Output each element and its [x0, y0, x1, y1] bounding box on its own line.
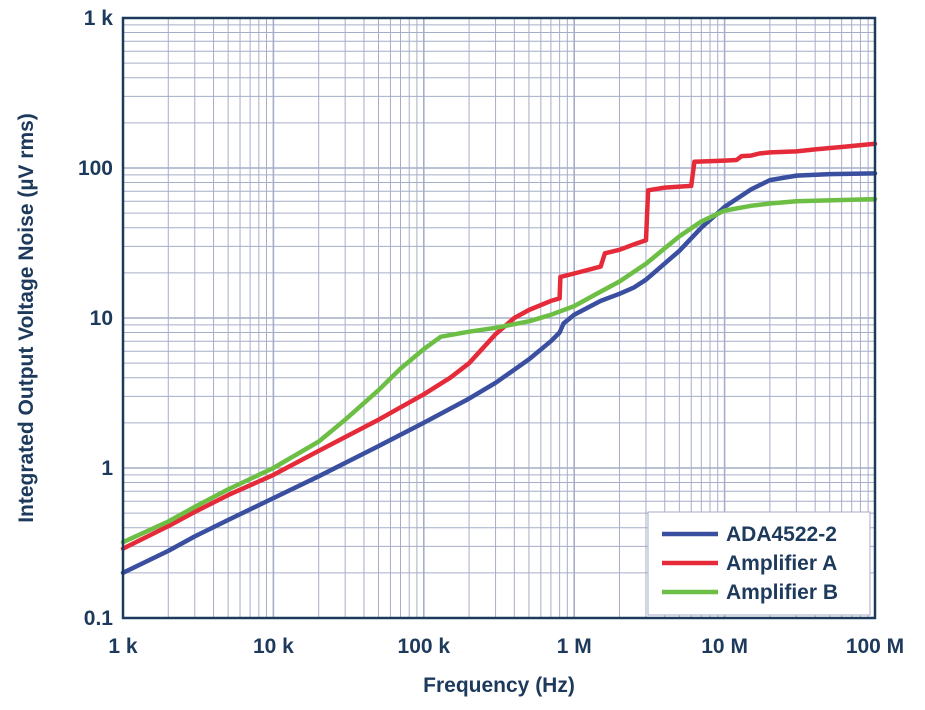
series-line-amplifier-a — [120, 141, 878, 551]
x-tick-label: 100 M — [846, 635, 904, 658]
x-tick-label: 10 k — [253, 635, 294, 658]
legend: ADA4522-2 Amplifier A Amplifier B — [647, 511, 871, 616]
y-tick-label: 100 — [78, 157, 113, 180]
x-tick-labels: 1 k 10 k 100 k 1 M 10 M 100 M — [108, 635, 904, 658]
y-axis-label: Integrated Output Voltage Noise (µV rms) — [15, 113, 38, 523]
y-tick-labels: 0.1 1 10 100 1 k — [78, 7, 113, 630]
y-tick-label: 10 — [90, 307, 113, 330]
y-tick-label: 1 — [101, 457, 113, 480]
series-line-amplifier-b — [120, 196, 878, 545]
y-tick-label: 0.1 — [84, 607, 114, 630]
x-tick-label: 100 k — [398, 635, 451, 658]
x-tick-label: 1 k — [108, 635, 138, 658]
series-line-ada4522-2 — [120, 171, 878, 576]
legend-label-amplifier-b: Amplifier B — [726, 581, 838, 604]
x-tick-label: 10 M — [701, 635, 748, 658]
series-lines — [120, 141, 878, 576]
legend-label-amplifier-a: Amplifier A — [726, 552, 837, 575]
x-axis-label: Frequency (Hz) — [423, 674, 575, 697]
legend-label-ada4522-2: ADA4522-2 — [726, 523, 837, 546]
y-tick-label: 1 k — [84, 7, 114, 30]
plot-frame — [121, 16, 877, 620]
x-tick-label: 1 M — [557, 635, 592, 658]
